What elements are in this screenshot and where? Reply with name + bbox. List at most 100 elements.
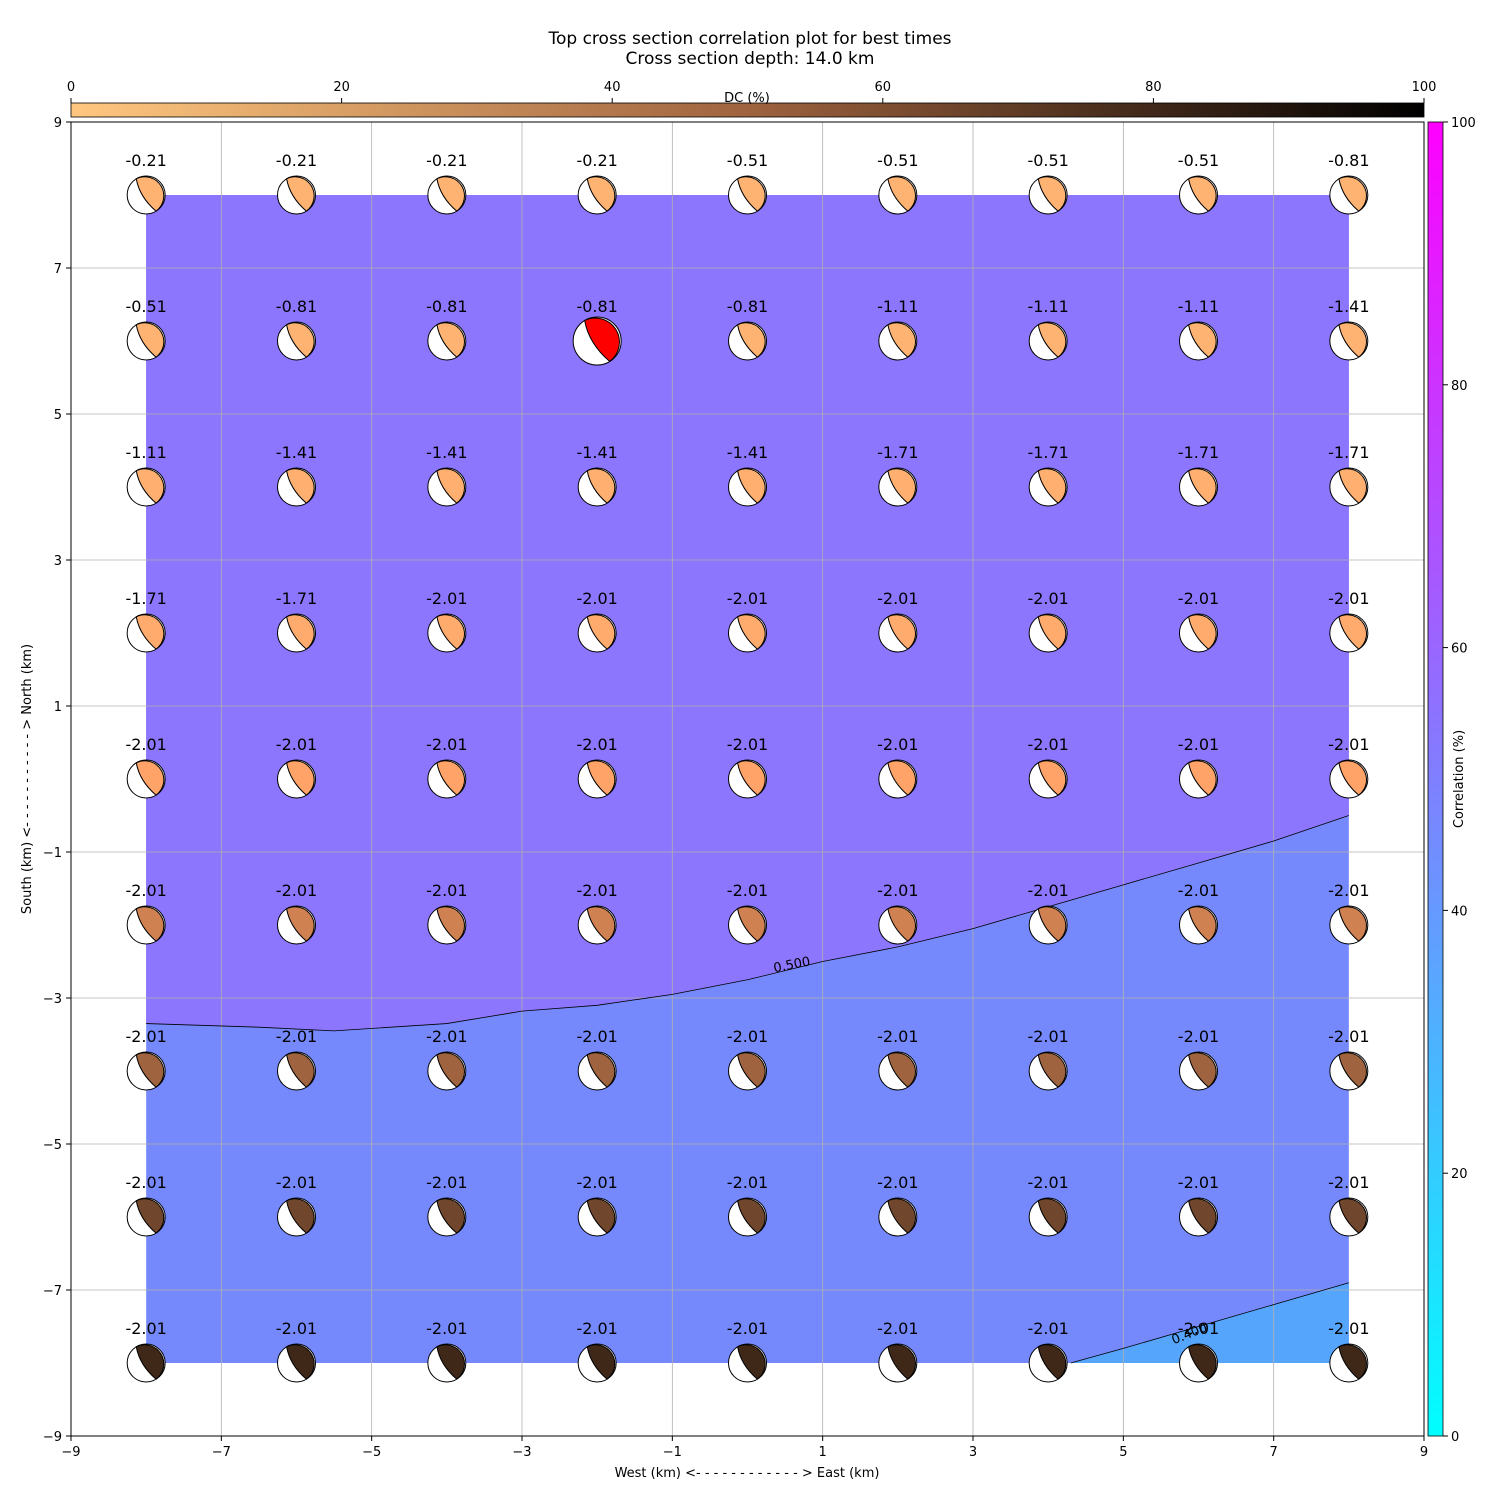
beachball-compressional [286,760,315,796]
time-label: -2.01 [1178,1173,1219,1192]
beachball-compressional [286,176,315,212]
y-tick-label: −3 [43,992,62,1007]
beachball [577,467,617,507]
time-label: -1.41 [576,443,617,462]
beachball [728,321,767,361]
beachball [427,321,467,361]
beachball [427,1197,467,1237]
beachball-compressional [887,1052,916,1088]
beachball-compressional [737,614,766,650]
beachball [1028,1051,1068,1091]
time-label: -1.41 [1328,297,1369,316]
x-tick-label: 7 [1270,1445,1278,1460]
y-tick-label: −1 [43,846,62,861]
time-label: -2.01 [1027,1173,1068,1192]
x-tick-label: 5 [1119,1445,1127,1460]
beachball [126,1197,166,1237]
time-label: -0.81 [727,297,768,316]
beachball [427,613,467,653]
time-label: -1.41 [727,443,768,462]
beachball-compressional [737,1052,766,1088]
beachball-compressional [586,614,616,650]
time-label: -2.01 [1178,589,1219,608]
beachball-compressional [1188,176,1217,212]
time-label: -2.01 [426,1173,467,1192]
time-label: -0.81 [276,297,317,316]
beachball-compressional [1338,1052,1367,1088]
beachball [126,1051,166,1091]
contour-line [1070,1282,1349,1364]
beachball [427,759,467,799]
beachball [277,467,316,507]
beachball-compressional [586,1052,616,1088]
beachball-compressional [1188,906,1217,942]
y-axis-ticks: −9 −7 −5 −3 −1 1 3 5 7 9 [43,116,71,1445]
beachball [577,1343,617,1383]
time-label: -2.01 [1328,589,1369,608]
y-tick-label: 5 [54,408,62,423]
beachball-compressional [887,1344,916,1380]
time-label: -2.01 [1027,1319,1068,1338]
time-label: -2.01 [276,735,317,754]
dc-tick-label: 60 [875,80,892,95]
time-label: -2.01 [1328,1319,1369,1338]
time-label: -1.71 [1027,443,1068,462]
beachball-compressional [737,468,766,504]
beachball [427,1051,467,1091]
time-label: -0.51 [877,151,918,170]
beachball [728,175,767,215]
beachball-compressional [286,1198,315,1234]
time-label: -1.71 [877,443,918,462]
x-tick-label: 3 [969,1445,977,1460]
correlation-tick-label: 60 [1451,642,1468,657]
time-label: -2.01 [576,1319,617,1338]
time-label: -1.11 [1178,297,1219,316]
time-label: -2.01 [276,881,317,900]
time-labels: -0.21 -0.21 -0.21 -0.21 -0.51 -0.51 -0.51 -0.51… [125,151,1369,1338]
beachball [1179,1051,1218,1091]
beachball [427,467,467,507]
correlation-tick-label: 80 [1451,379,1468,394]
x-axis-label: West (km) <- - - - - - - - - - - - > Eas… [615,1466,880,1481]
beachball-compressional [135,1198,165,1234]
beachball-compressional [1338,614,1367,650]
time-label: -1.11 [125,443,166,462]
beachball-compressional [586,1198,616,1234]
beachball [1028,759,1068,799]
beachball-compressional [1188,1052,1217,1088]
dc-tick-label: 80 [1145,80,1162,95]
beachball-compressional [1188,1198,1217,1234]
beachballs [126,175,1369,1383]
time-label: -2.01 [276,1027,317,1046]
beachball [1028,905,1068,945]
beachball-compressional [135,468,165,504]
beachball-compressional [887,176,916,212]
beachball [1028,175,1068,215]
contour-line [146,815,1349,1032]
correlation-colorbar: Correlation (%) 0 20 40 60 80 100 [1427,116,1476,1445]
time-label: -1.11 [877,297,918,316]
beachball-compressional [1037,760,1067,796]
beachball-compressional [737,906,766,942]
beachball [126,321,166,361]
x-tick-label: 9 [1420,1445,1428,1460]
beachball [1179,759,1218,799]
beachball-compressional [436,468,465,504]
beachball-compressional [1037,176,1067,212]
time-label: -2.01 [1178,881,1219,900]
time-label: -2.01 [426,735,467,754]
beachball [427,905,467,945]
beachball [577,759,617,799]
beachball-compressional [586,468,616,504]
y-tick-label: −9 [43,1430,62,1445]
time-label: -2.01 [1027,735,1068,754]
beachball-compressional [135,1052,165,1088]
beachball [728,613,767,653]
beachball [1329,905,1369,945]
chart-subtitle: Cross section depth: 14.0 km [626,49,875,69]
plot-frame [70,121,1425,1437]
beachball [1028,467,1068,507]
time-label: -0.81 [1328,151,1369,170]
beachball-compressional [135,906,165,942]
